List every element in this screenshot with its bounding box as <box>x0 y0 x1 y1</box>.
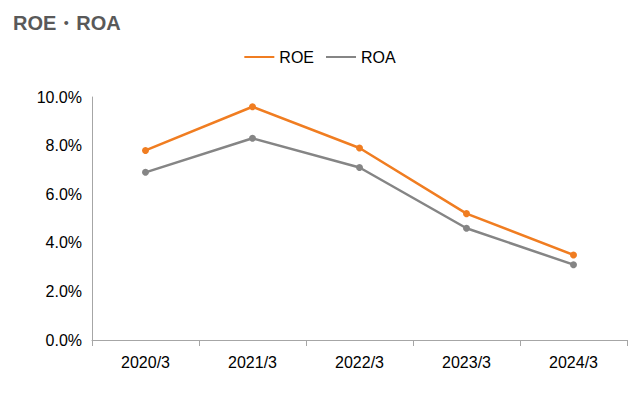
svg-text:2021/3: 2021/3 <box>228 354 277 371</box>
svg-text:ROE: ROE <box>279 49 314 66</box>
svg-text:ROA: ROA <box>361 49 396 66</box>
svg-text:4.0%: 4.0% <box>46 234 82 251</box>
svg-text:ROE・ROA: ROE・ROA <box>13 12 121 34</box>
svg-text:2023/3: 2023/3 <box>442 354 491 371</box>
svg-text:2024/3: 2024/3 <box>549 354 598 371</box>
svg-text:2022/3: 2022/3 <box>335 354 384 371</box>
svg-text:2020/3: 2020/3 <box>121 354 170 371</box>
svg-text:0.0%: 0.0% <box>46 332 82 349</box>
svg-text:2.0%: 2.0% <box>46 283 82 300</box>
svg-text:10.0%: 10.0% <box>37 89 82 106</box>
svg-text:8.0%: 8.0% <box>46 137 82 154</box>
svg-text:6.0%: 6.0% <box>46 186 82 203</box>
